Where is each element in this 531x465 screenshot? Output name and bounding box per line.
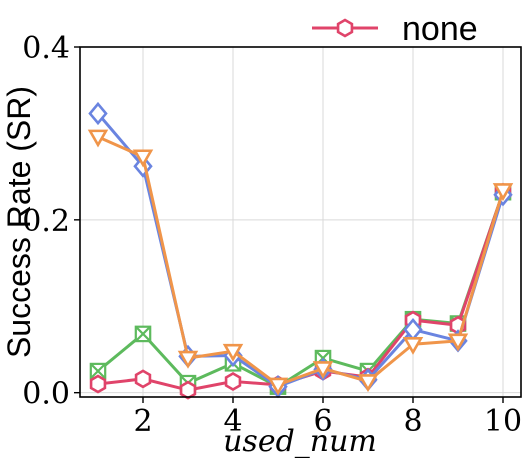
tick-layer: 2 4 6 8 10 0.0 0.2 0.4 [22,31,522,439]
x-tick-label: 2 [133,404,152,439]
series-line [97,135,505,387]
y-tick-label: 0.2 [22,204,70,239]
series-diamond [88,101,513,399]
series-line [96,112,505,389]
data-point [134,325,152,343]
data-point [222,343,244,362]
data-point [132,149,154,168]
data-point [134,369,152,389]
data-point [89,362,107,380]
series-triangle-down [87,129,514,396]
grid-layer [80,46,521,397]
data-point [312,361,334,380]
data-point [89,374,107,394]
data-point [177,350,199,369]
legend: none [312,10,478,48]
data-point [87,129,109,148]
x-tick-label: 8 [403,404,422,439]
legend-label: none [402,10,478,48]
y-tick-label: 0.0 [22,377,70,412]
y-tick-label: 0.4 [22,31,70,66]
x-axis-title: used_num [223,424,377,459]
data-point [267,377,289,396]
x-tick-label: 6 [313,404,332,439]
data-point [357,374,379,393]
data-point [447,333,469,352]
data-point [402,336,424,355]
y-axis-title: Success Rate (SR) [1,86,37,358]
data-point [492,183,514,202]
plot-frame [79,46,522,398]
data-point [179,380,197,400]
series-layer [87,101,514,400]
x-tick-label: 10 [484,404,522,439]
x-tick-label: 4 [223,404,242,439]
legend-marker [336,18,354,38]
data-point [88,101,108,126]
data-point [224,371,242,391]
